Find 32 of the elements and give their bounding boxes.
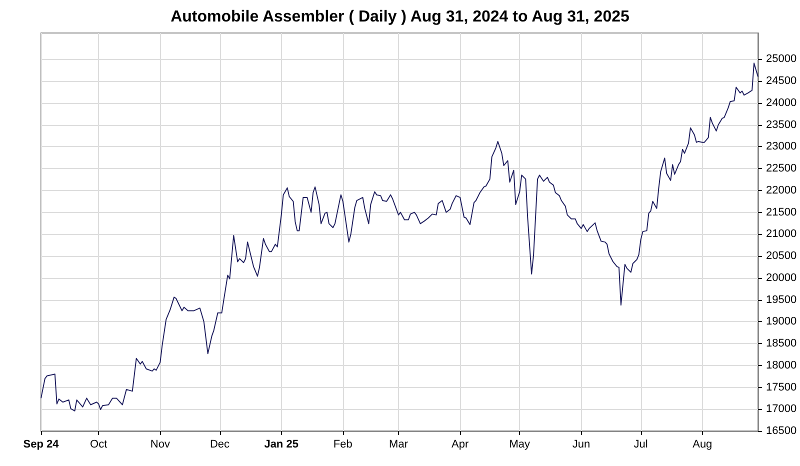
y-tick-label: 20500 xyxy=(766,250,797,262)
y-tick-label: 19000 xyxy=(766,316,797,328)
y-tick-label: 16500 xyxy=(766,425,797,437)
x-tick-label: Apr xyxy=(452,438,469,450)
chart-title: Automobile Assembler ( Daily ) Aug 31, 2024 to Aug 31, 2025 xyxy=(170,8,630,26)
y-tick-label: 20000 xyxy=(766,272,797,284)
y-tick-label: 25000 xyxy=(766,53,797,66)
y-tick-label: 21500 xyxy=(766,206,797,218)
y-tick-label: 18000 xyxy=(766,359,797,372)
y-tick-label: 18500 xyxy=(766,338,797,350)
y-tick-label: 17500 xyxy=(766,381,797,394)
y-tick-label: 24000 xyxy=(766,96,797,109)
y-tick-label: 21000 xyxy=(766,228,797,240)
y-tick-label: 22000 xyxy=(766,184,797,196)
x-tick-label: Jun xyxy=(572,438,590,450)
y-tick-label: 17000 xyxy=(766,403,797,416)
x-tick-label: Oct xyxy=(90,438,108,450)
x-tick-label: May xyxy=(509,438,531,450)
x-tick-label: Aug xyxy=(692,438,712,450)
x-tick-label: Jan 25 xyxy=(264,438,298,450)
x-tick-label: Sep 24 xyxy=(23,438,60,450)
y-tick-label: 23500 xyxy=(766,118,797,131)
x-tick-label: Nov xyxy=(150,438,170,450)
x-tick-label: Jul xyxy=(634,438,648,450)
x-tick-label: Feb xyxy=(333,438,352,450)
y-tick-label: 19500 xyxy=(766,294,797,306)
line-series xyxy=(40,62,758,412)
x-tick-label: Dec xyxy=(210,438,230,450)
y-tick-label: 24500 xyxy=(766,75,797,88)
x-tick-label: Mar xyxy=(389,438,408,450)
y-tick-label: 23000 xyxy=(766,140,797,153)
y-tick-label: 22500 xyxy=(766,162,797,175)
